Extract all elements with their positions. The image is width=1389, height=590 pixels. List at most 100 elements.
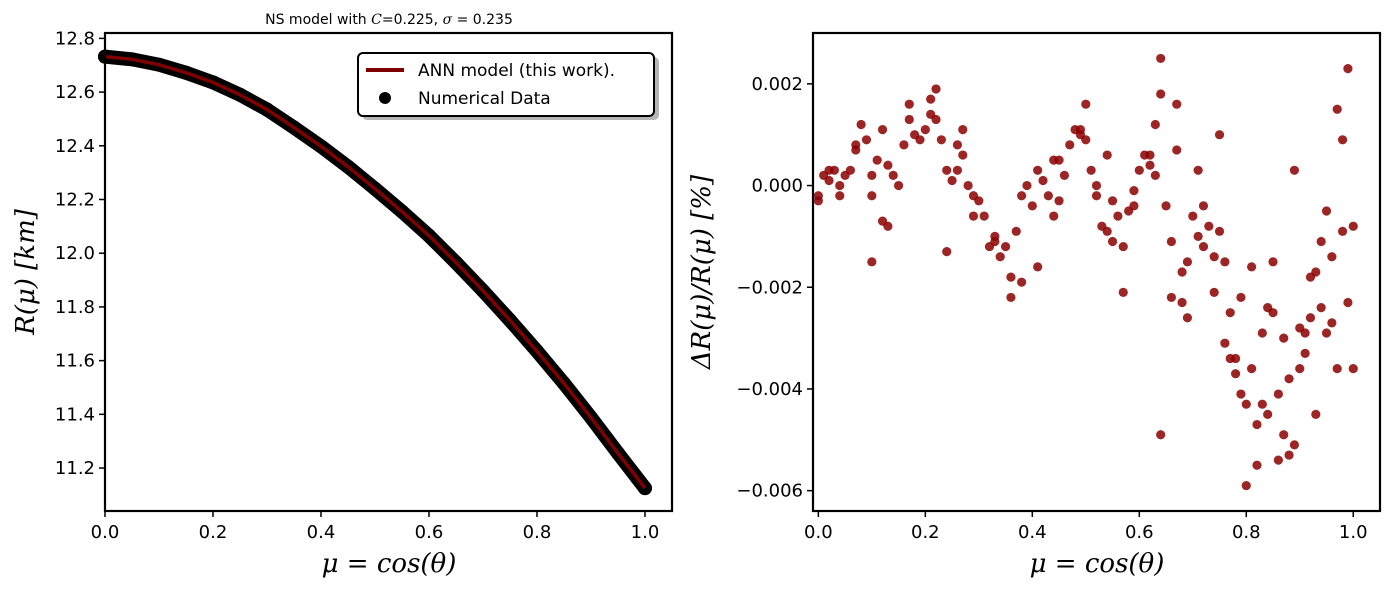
residual-point	[904, 99, 914, 109]
residual-point	[1295, 364, 1305, 374]
residual-point	[1129, 186, 1139, 196]
right-plot: 0.0 0.2 0.4 0.6 0.8 1.0 −0.006 −0.004 −0.002 0.0…	[687, 31, 1382, 579]
right-x-tick-label: 0.6	[1125, 522, 1154, 543]
legend-scatter-swatch	[379, 92, 391, 104]
right-plot-marks	[813, 53, 1358, 491]
residual-point	[1343, 297, 1353, 308]
right-y-axis: −0.006 −0.004 −0.002 0.000 0.002	[736, 74, 813, 502]
right-x-axis-label: μ = cos(θ)	[1030, 549, 1165, 579]
residual-point	[942, 165, 952, 175]
residual-point	[1279, 333, 1289, 343]
residual-point	[1145, 150, 1155, 160]
residual-point	[1236, 292, 1246, 303]
left-y-tick-label: 12.2	[55, 189, 95, 210]
residual-point	[1332, 104, 1342, 114]
residual-point	[1033, 165, 1043, 175]
residual-point	[1166, 292, 1176, 303]
residual-point	[952, 165, 963, 175]
residual-point	[1113, 211, 1123, 221]
residual-point	[1150, 119, 1160, 130]
residual-point	[1305, 313, 1316, 323]
residual-point	[1118, 287, 1128, 297]
residual-point	[1252, 419, 1262, 430]
residual-point	[1241, 480, 1251, 491]
right-y-tick-label: 0.000	[751, 176, 803, 197]
residual-point	[1172, 99, 1182, 109]
residual-point	[1284, 450, 1294, 460]
residual-point	[1321, 206, 1332, 216]
residual-point	[1273, 389, 1283, 399]
left-x-tick-label: 0.6	[415, 522, 444, 543]
residual-point	[867, 170, 877, 180]
residual-point	[1225, 308, 1235, 318]
left-plot-marks	[98, 49, 652, 496]
residual-point	[1241, 399, 1251, 409]
residual-point	[1214, 130, 1225, 140]
residual-point	[1006, 272, 1016, 282]
chart-title: NS model with C=0.225, σ = 0.235	[265, 12, 513, 28]
residual-point	[888, 170, 898, 180]
residual-point	[1327, 252, 1337, 262]
residual-point	[1000, 241, 1011, 252]
right-y-axis-label: ΔR(μ)/R(μ) [%]	[687, 174, 717, 370]
left-y-tick-label: 12.0	[55, 243, 95, 264]
right-x-tick-label: 0.2	[911, 522, 940, 543]
legend-box	[357, 52, 655, 117]
right-x-tick-label: 0.4	[1018, 522, 1047, 543]
residual-point	[1059, 170, 1070, 180]
residual-point	[1193, 165, 1203, 175]
residual-point	[1316, 303, 1326, 313]
residual-point	[1182, 313, 1193, 323]
left-x-tick-label: 0.0	[91, 522, 120, 543]
residual-point	[1102, 226, 1112, 236]
legend-scatter-label: Numerical Data	[418, 89, 551, 109]
residual-point	[1332, 364, 1342, 374]
left-y-axis-label: R(μ) [km]	[11, 208, 41, 336]
residual-point	[1188, 211, 1198, 221]
residual-point	[1305, 272, 1316, 282]
residual-point	[824, 165, 834, 175]
right-x-tick-label: 0.8	[1232, 522, 1261, 543]
residual-point	[947, 175, 957, 186]
residual-point	[1289, 440, 1300, 450]
residual-point	[1263, 409, 1273, 419]
residual-point	[1198, 241, 1209, 252]
residual-point	[1161, 201, 1171, 211]
residual-point	[1065, 140, 1075, 150]
residual-point	[1257, 399, 1267, 409]
residual-point	[920, 125, 930, 135]
residual-point	[851, 140, 861, 150]
left-y-tick-label: 11.4	[55, 404, 95, 425]
right-plot-frame	[811, 31, 1382, 513]
residual-point	[1102, 150, 1112, 160]
residual-point	[1337, 135, 1348, 145]
residual-point	[1321, 328, 1332, 338]
residual-point	[893, 180, 904, 191]
left-x-tick-label: 0.4	[307, 522, 336, 543]
residual-point	[1273, 455, 1283, 465]
residual-point	[1027, 201, 1037, 211]
residual-point	[883, 160, 893, 170]
left-x-tick-label: 0.2	[199, 522, 228, 543]
residual-point	[1017, 191, 1027, 201]
residual-point	[1337, 226, 1348, 236]
right-y-tick-label: −0.004	[736, 379, 803, 400]
residual-point	[824, 175, 834, 186]
left-x-tick-label: 1.0	[631, 522, 660, 543]
residual-point	[813, 191, 823, 201]
residual-point	[1049, 155, 1059, 165]
residual-point	[936, 135, 946, 145]
residual-point	[931, 114, 941, 125]
residual-point	[1129, 201, 1139, 211]
residual-point	[872, 155, 882, 165]
residual-point	[931, 84, 941, 94]
right-plot-background	[813, 33, 1380, 511]
residual-point	[1118, 241, 1128, 252]
residual-point	[1011, 226, 1021, 236]
right-y-tick-label: −0.006	[736, 481, 803, 502]
residual-point	[1086, 165, 1096, 175]
residual-point	[904, 114, 914, 125]
residual-point	[899, 140, 909, 150]
residual-point	[1156, 53, 1166, 64]
residual-point	[1209, 287, 1219, 297]
